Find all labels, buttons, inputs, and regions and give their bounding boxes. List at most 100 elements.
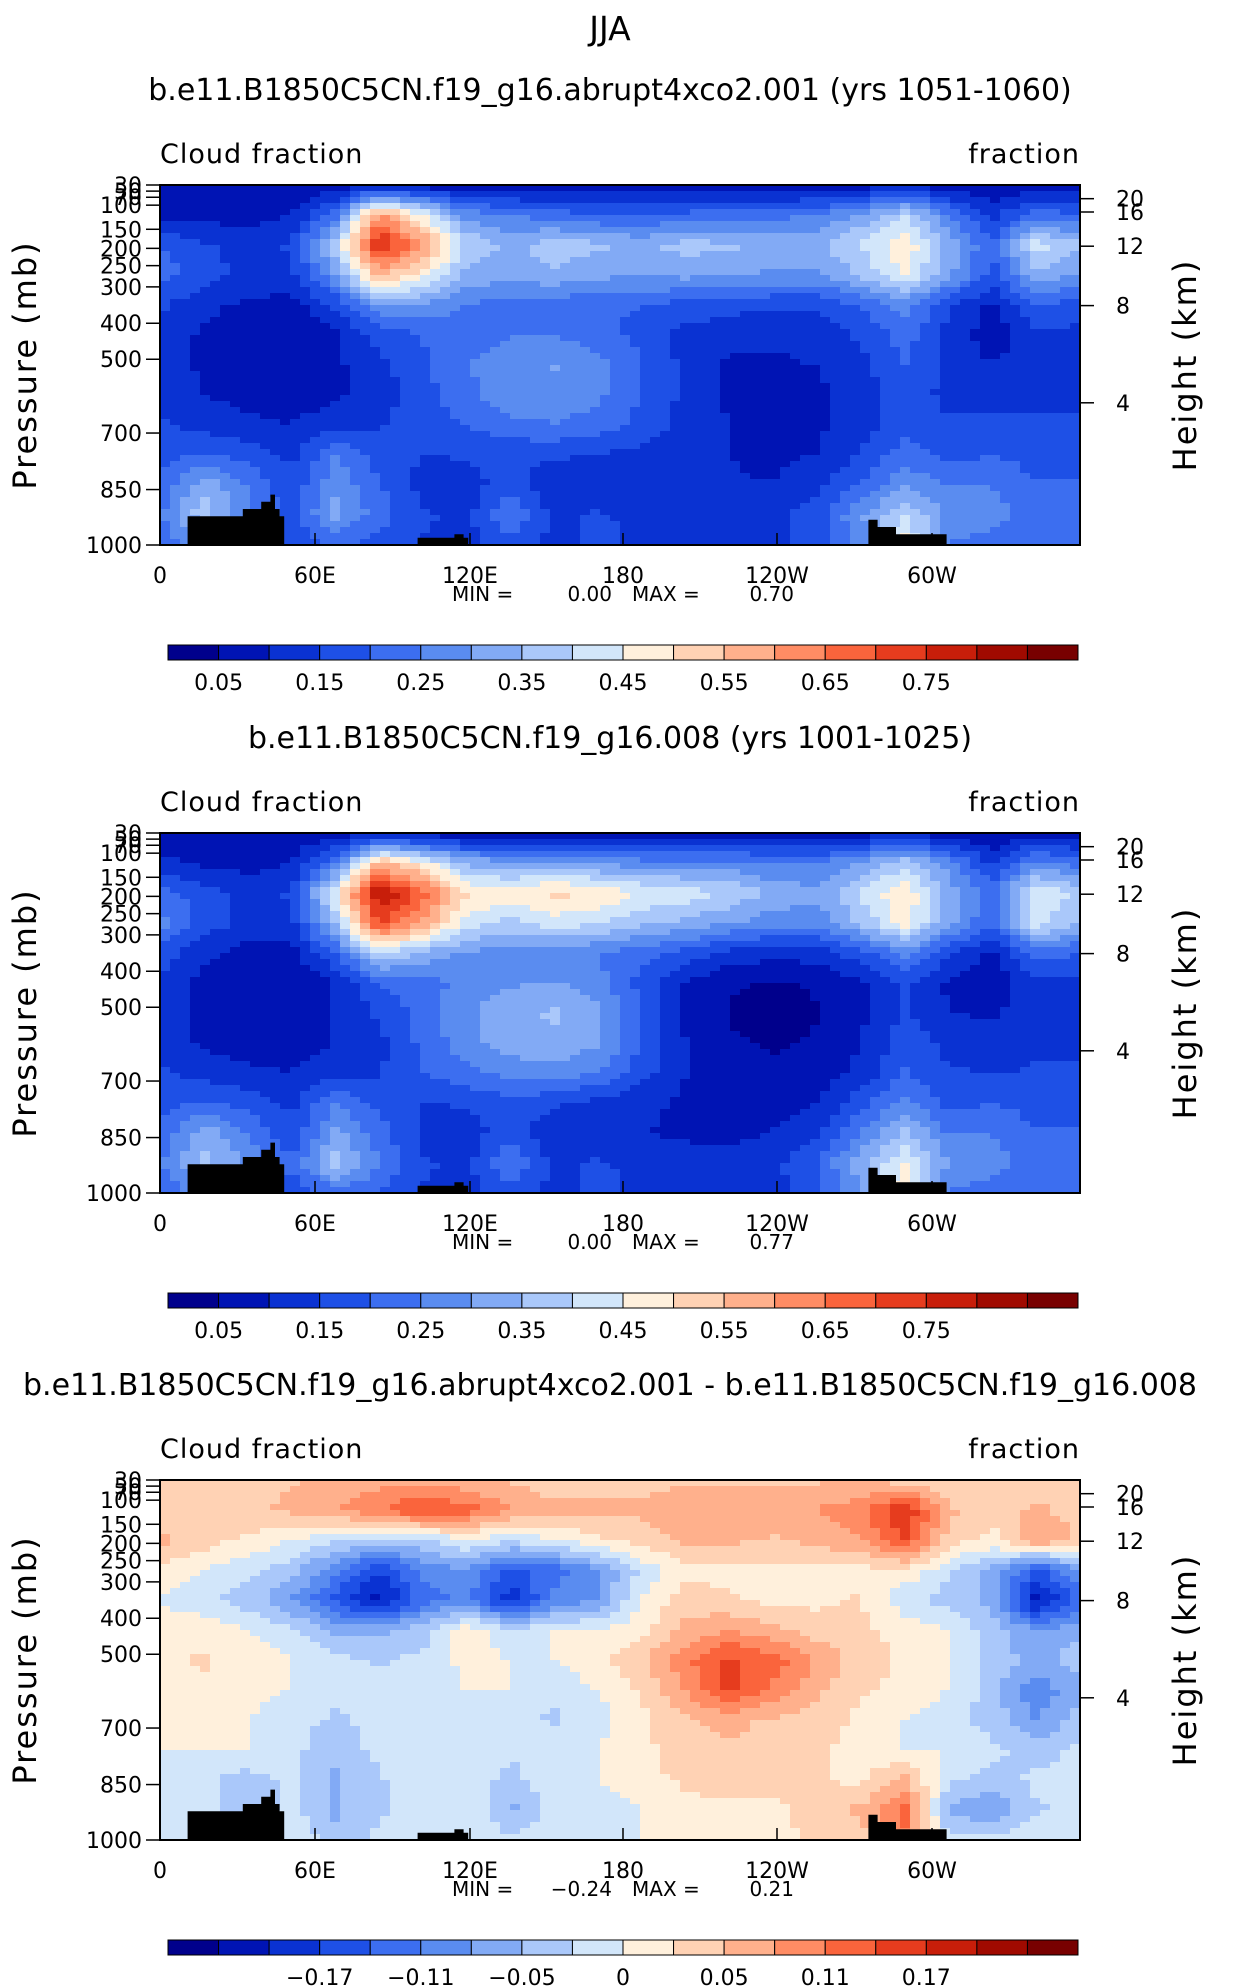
heatmap-cell [490, 407, 501, 414]
heatmap-cell [560, 389, 571, 396]
heatmap-cell [170, 329, 181, 336]
heatmap-cell [230, 239, 241, 246]
heatmap-cell [400, 377, 411, 384]
heatmap-cell [640, 257, 651, 264]
heatmap-cell [220, 341, 231, 348]
heatmap-cell [700, 431, 711, 438]
heatmap-cell [780, 461, 791, 468]
heatmap-cell [630, 233, 641, 240]
heatmap-cell [990, 287, 1001, 294]
heatmap-cell [530, 341, 541, 348]
heatmap-cell [900, 353, 911, 360]
heatmap-cell [330, 305, 341, 312]
heatmap-cell [850, 209, 861, 216]
heatmap-cell [610, 401, 621, 408]
heatmap-cell [660, 395, 671, 402]
heatmap-cell [1070, 323, 1081, 330]
heatmap-cell [280, 509, 291, 516]
heatmap-cell [200, 473, 211, 480]
heatmap-cell [850, 431, 861, 438]
heatmap-cell [320, 269, 331, 276]
heatmap-cell [390, 455, 401, 462]
heatmap-cell [970, 305, 981, 312]
heatmap-cell [370, 413, 381, 420]
heatmap-cell [990, 503, 1001, 510]
heatmap-cell [430, 401, 441, 408]
heatmap-cell [290, 197, 301, 204]
heatmap-cell [390, 341, 401, 348]
heatmap-cell [220, 269, 231, 276]
heatmap-cell [260, 269, 271, 276]
heatmap-cell [820, 191, 831, 198]
heatmap-cell [820, 185, 831, 192]
heatmap-cell [390, 209, 401, 216]
heatmap-cell [950, 335, 961, 342]
heatmap-cell [460, 353, 471, 360]
heatmap-cell [640, 239, 651, 246]
heatmap-cell [1030, 395, 1041, 402]
heatmap-cell [240, 251, 251, 258]
heatmap-cell [300, 509, 311, 516]
heatmap-cell [190, 191, 201, 198]
heatmap-cell [640, 377, 651, 384]
heatmap-cell [730, 353, 741, 360]
heatmap-cell [770, 395, 781, 402]
heatmap-cell [700, 335, 711, 342]
heatmap-cell [310, 299, 321, 306]
heatmap-cell [780, 347, 791, 354]
heatmap-cell [340, 383, 351, 390]
heatmap-cell [300, 263, 311, 270]
heatmap-cell [220, 323, 231, 330]
heatmap-cell [380, 383, 391, 390]
heatmap-cell [830, 335, 841, 342]
heatmap-cell [330, 191, 341, 198]
heatmap-cell [160, 269, 171, 276]
heatmap-cell [760, 443, 771, 450]
heatmap-cell [380, 461, 391, 468]
heatmap-cell [200, 263, 211, 270]
heatmap-cell [580, 443, 591, 450]
heatmap-cell [990, 245, 1001, 252]
heatmap-cell [330, 449, 341, 456]
heatmap-cell [750, 491, 761, 498]
heatmap-cell [580, 185, 591, 192]
heatmap-cell [450, 329, 461, 336]
heatmap-cell [510, 347, 521, 354]
heatmap-cell [420, 323, 431, 330]
heatmap-cell [860, 443, 871, 450]
heatmap-cell [460, 473, 471, 480]
heatmap-cell [720, 377, 731, 384]
heatmap-cell [160, 257, 171, 264]
heatmap-cell [650, 209, 661, 216]
heatmap-cell [580, 419, 591, 426]
heatmap-cell [960, 473, 971, 480]
heatmap-cell [790, 473, 801, 480]
heatmap-cell [370, 431, 381, 438]
heatmap-cell [200, 191, 211, 198]
heatmap-cell [300, 293, 311, 300]
heatmap-cell [1040, 233, 1051, 240]
heatmap-cell [330, 431, 341, 438]
heatmap-cell [320, 479, 331, 486]
heatmap-cell [270, 455, 281, 462]
heatmap-cell [340, 395, 351, 402]
heatmap-cell [900, 497, 911, 504]
heatmap-cell [530, 353, 541, 360]
heatmap-cell [440, 209, 451, 216]
heatmap-cell [290, 305, 301, 312]
heatmap-cell [260, 395, 271, 402]
heatmap-cell [230, 419, 241, 426]
heatmap-cell [1030, 245, 1041, 252]
heatmap-cell [990, 251, 1001, 258]
heatmap-cell [360, 359, 371, 366]
heatmap-cell [980, 347, 991, 354]
heatmap-cell [780, 401, 791, 408]
heatmap-cell [1070, 197, 1081, 204]
heatmap-cell [260, 257, 271, 264]
heatmap-cell [880, 191, 891, 198]
heatmap-cell [570, 491, 581, 498]
heatmap-cell [480, 353, 491, 360]
heatmap-cell [840, 449, 851, 456]
heatmap-cell [770, 245, 781, 252]
heatmap-cell [990, 209, 1001, 216]
